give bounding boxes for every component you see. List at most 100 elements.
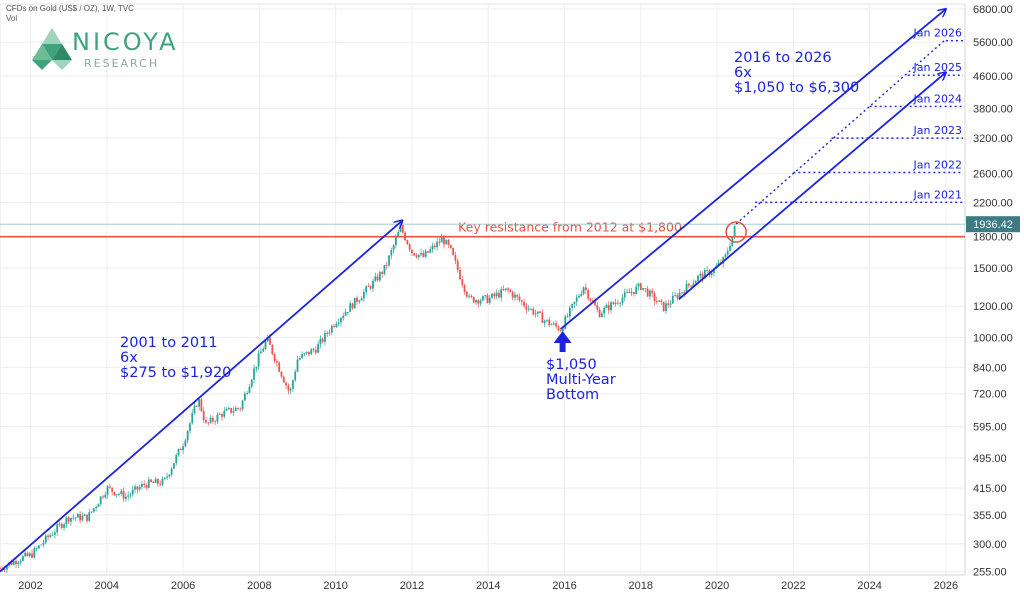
candle-body xyxy=(81,515,84,521)
candle-body xyxy=(342,315,345,318)
candle-body xyxy=(259,351,262,354)
candle-body xyxy=(697,275,699,282)
candle-body xyxy=(264,341,267,349)
candle-body xyxy=(626,291,628,293)
candle-body xyxy=(122,491,125,499)
candle-body xyxy=(115,494,118,496)
candle-body xyxy=(369,286,372,289)
candle-body xyxy=(308,351,310,355)
candle-body xyxy=(438,241,441,243)
candle-body xyxy=(218,414,221,415)
projection-line xyxy=(735,38,947,225)
candle-body xyxy=(461,279,464,285)
candle-body xyxy=(539,311,541,313)
candle-body xyxy=(223,410,226,417)
candle-body xyxy=(65,517,68,525)
candle-body xyxy=(353,297,356,309)
x-tick-label: 2026 xyxy=(934,580,958,592)
x-tick-label: 2010 xyxy=(323,580,347,592)
candle-body xyxy=(289,388,292,391)
candle-body xyxy=(266,337,269,342)
candle-body xyxy=(452,248,455,256)
candle-body xyxy=(562,328,564,332)
candle-body xyxy=(520,300,523,302)
candle-body xyxy=(502,289,505,291)
candle-body xyxy=(47,535,49,538)
candle-body xyxy=(388,255,390,266)
candle-body xyxy=(234,407,237,412)
candle-body xyxy=(658,300,660,302)
candle-body xyxy=(184,440,187,447)
candle-body xyxy=(72,517,75,519)
candle-body xyxy=(431,245,434,250)
candle-body xyxy=(607,305,610,311)
candle-body xyxy=(495,292,498,297)
candle-body xyxy=(243,393,246,401)
candle-body xyxy=(481,296,484,301)
candle-body xyxy=(429,249,432,253)
breakout-circle xyxy=(725,221,747,243)
candle-body xyxy=(362,291,365,299)
x-tick-label: 2014 xyxy=(476,580,500,592)
year-marker-label: Jan 2023 xyxy=(913,124,962,137)
candle-body xyxy=(511,291,514,298)
candle-body xyxy=(239,408,242,410)
candle-body xyxy=(655,301,658,302)
candle-body xyxy=(568,307,571,317)
candle-body xyxy=(301,354,303,359)
candle-body xyxy=(127,495,130,497)
candle-body xyxy=(390,250,393,256)
candle-body xyxy=(548,319,551,325)
candle-body xyxy=(351,303,354,309)
candle-body xyxy=(358,300,361,302)
candle-body xyxy=(413,253,416,256)
y-tick-label: 3200.00 xyxy=(973,133,1013,145)
candle-body xyxy=(193,405,196,414)
candle-body xyxy=(536,311,539,314)
candle-body xyxy=(3,569,6,571)
y-tick-label: 6800.00 xyxy=(973,4,1013,16)
candle-body xyxy=(667,303,670,305)
candle-body xyxy=(216,414,219,422)
candle-body xyxy=(619,303,622,304)
candle-body xyxy=(420,252,422,255)
candle-body xyxy=(571,304,574,308)
candle-body xyxy=(326,332,329,334)
candle-body xyxy=(518,296,521,301)
candle-body xyxy=(182,446,184,451)
candle-body xyxy=(463,284,466,292)
candle-body xyxy=(665,303,667,312)
candle-body xyxy=(507,288,509,290)
annotation-2001-2011: 6x xyxy=(120,350,138,366)
candle-body xyxy=(372,280,374,289)
candle-body xyxy=(255,366,258,369)
candle-body xyxy=(381,272,384,274)
year-marker-label: Jan 2021 xyxy=(913,188,962,201)
candle-body xyxy=(633,292,635,294)
candle-body xyxy=(614,302,617,304)
candle-body xyxy=(681,292,683,294)
candle-body xyxy=(330,325,333,333)
candle-body xyxy=(365,286,368,292)
candle-body xyxy=(70,517,72,522)
candle-body xyxy=(232,411,235,413)
candle-body xyxy=(134,486,136,490)
candle-body xyxy=(621,297,624,304)
candle-body xyxy=(447,240,450,245)
candle-body xyxy=(660,300,663,302)
candle-body xyxy=(383,265,386,274)
candle-body xyxy=(653,293,656,302)
candle-body xyxy=(250,379,253,387)
x-tick-label: 2020 xyxy=(705,580,729,592)
candle-body xyxy=(349,303,352,313)
y-tick-label: 1500.00 xyxy=(973,263,1013,275)
candle-body xyxy=(468,295,471,297)
candle-body xyxy=(617,302,619,304)
candle-body xyxy=(129,494,132,496)
candle-body xyxy=(209,417,212,423)
candle-body xyxy=(603,307,606,314)
candle-body xyxy=(161,478,164,485)
axes: 255.00 300.00 355.00 415.00 495.00 595.00 720.… xyxy=(0,4,1013,592)
candle-body xyxy=(472,296,475,303)
candle-body xyxy=(424,251,427,257)
